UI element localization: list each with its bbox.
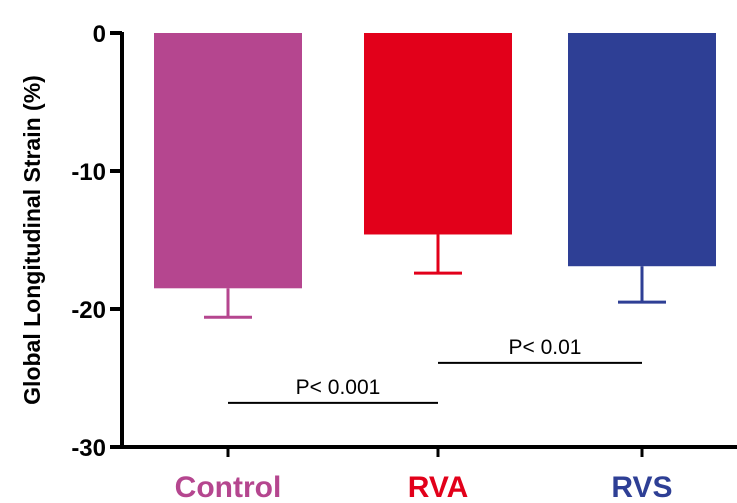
- bar-rva: [364, 33, 512, 235]
- bars-group: [154, 33, 716, 289]
- error-bars-group: [204, 234, 666, 319]
- y-tick-label-0: 0: [93, 21, 106, 48]
- p-value-label-0: P< 0.001: [296, 376, 381, 399]
- p-value-label-1: P< 0.01: [509, 336, 582, 359]
- y-ticks-group: 0 -10 -20 -30: [71, 21, 122, 462]
- bar-rvs: [568, 33, 716, 267]
- x-labels-group: Control RVA RVS: [175, 447, 673, 503]
- y-tick-label-2: -20: [71, 297, 106, 324]
- annotations-group: P< 0.001 P< 0.01: [228, 336, 642, 404]
- y-tick-label-3: -30: [71, 435, 106, 462]
- x-label-rvs: RVS: [611, 471, 672, 503]
- x-label-control: Control: [175, 471, 282, 503]
- y-tick-label-1: -10: [71, 159, 106, 186]
- bar-control: [154, 33, 302, 289]
- x-label-rva: RVA: [408, 471, 469, 503]
- y-axis-label: Global Longitudinal Strain (%): [19, 75, 45, 405]
